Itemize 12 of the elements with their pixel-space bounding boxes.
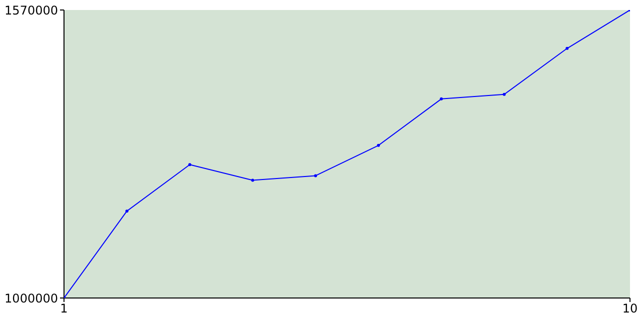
point [440, 97, 443, 100]
point [566, 46, 569, 50]
point [502, 92, 506, 96]
x-tick-label: 1 [60, 302, 68, 316]
y-tick-label: 1000000 [4, 291, 58, 306]
x-tick-label: 10 [622, 302, 638, 316]
point [251, 178, 254, 182]
point [376, 144, 380, 147]
y-tick-label: 1570000 [4, 3, 58, 18]
point [125, 210, 128, 213]
point [188, 163, 192, 166]
point [314, 174, 318, 178]
